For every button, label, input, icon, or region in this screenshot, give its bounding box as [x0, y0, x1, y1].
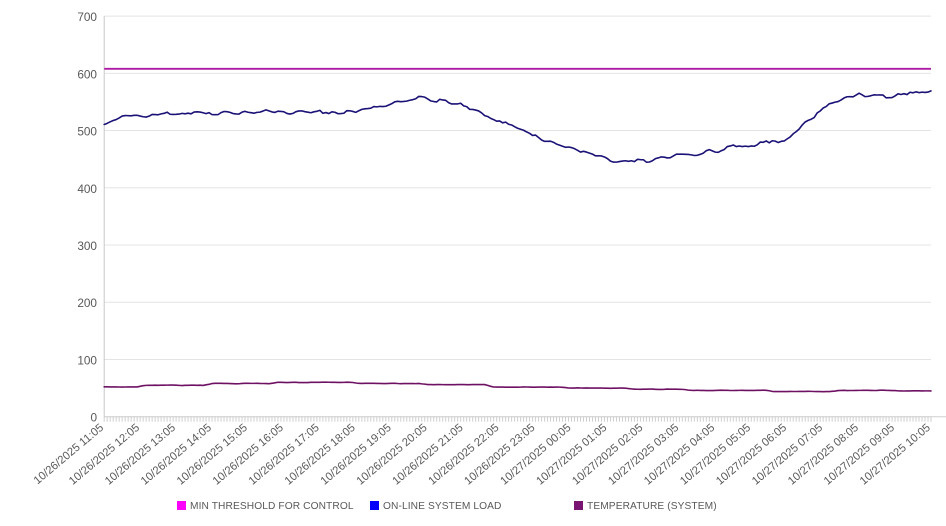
svg-text:700: 700 — [77, 10, 97, 24]
svg-text:300: 300 — [77, 239, 97, 253]
svg-text:200: 200 — [77, 296, 97, 310]
svg-text:100: 100 — [77, 353, 97, 367]
svg-text:400: 400 — [77, 182, 97, 196]
svg-text:500: 500 — [77, 125, 97, 139]
svg-text:600: 600 — [77, 67, 97, 81]
